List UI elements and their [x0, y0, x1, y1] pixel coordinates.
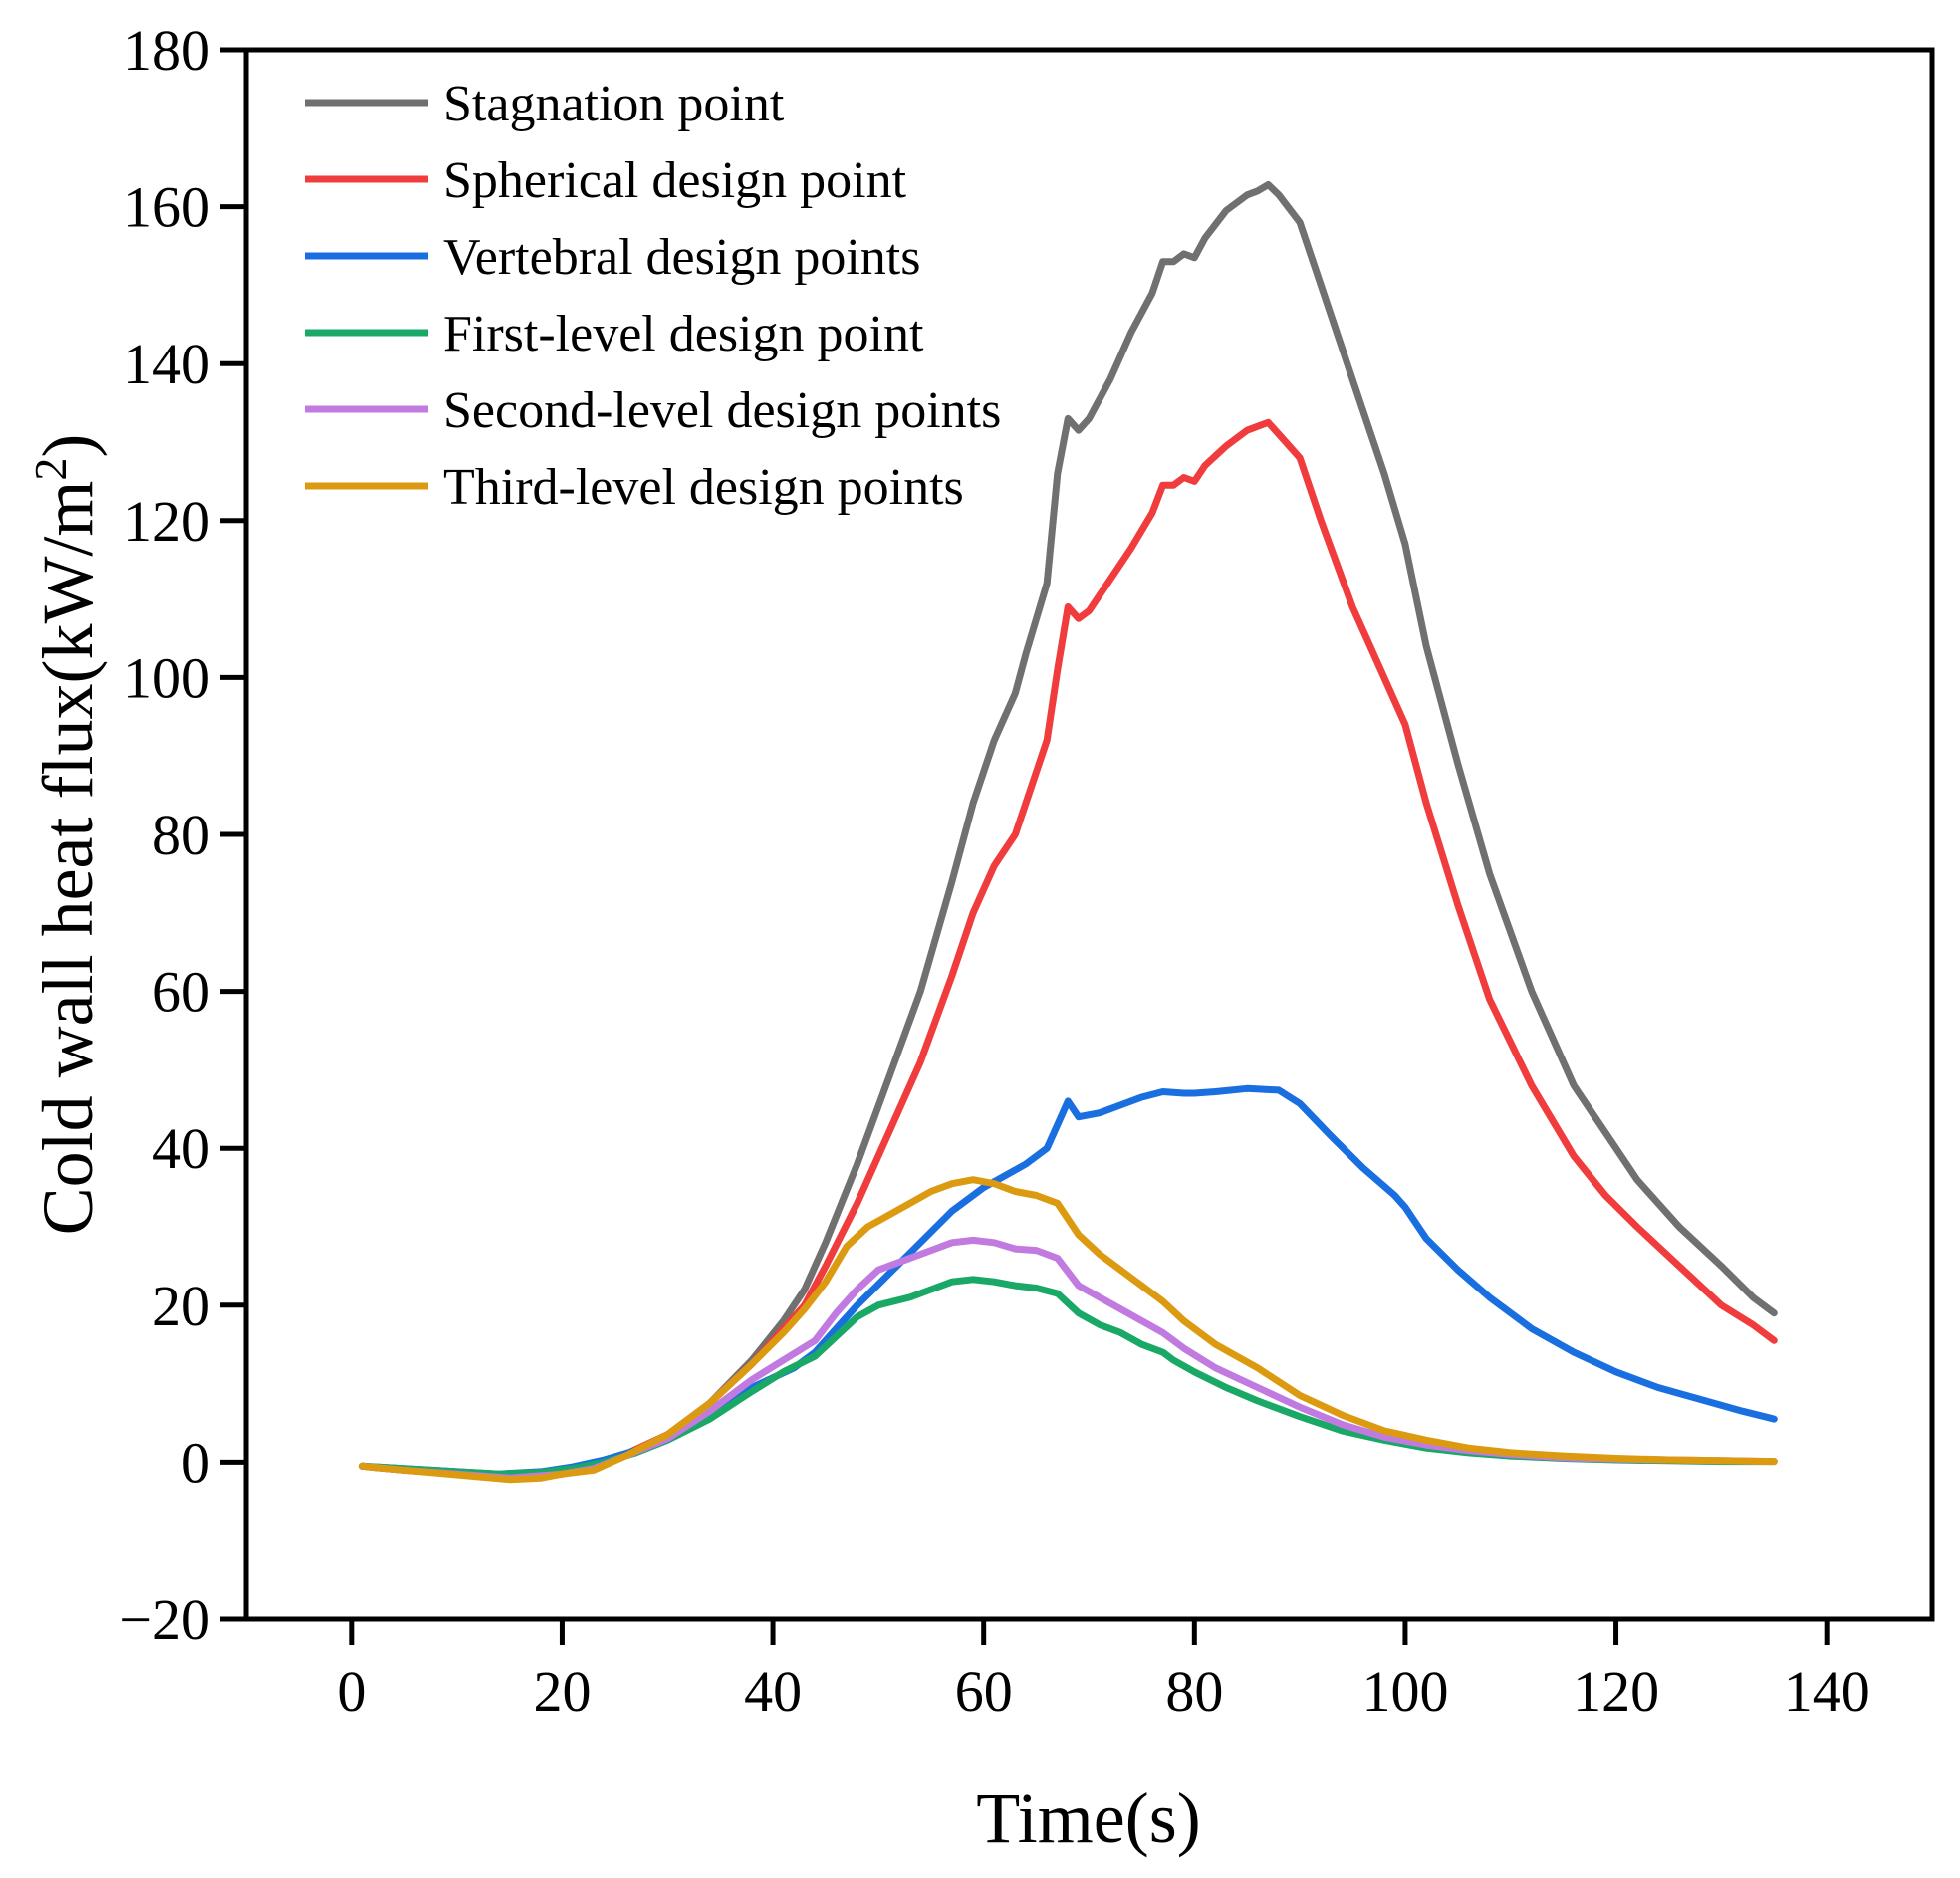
x-tick-label: 140: [1784, 1659, 1870, 1724]
legend-label: Vertebral design points: [443, 229, 920, 286]
series-line-6: [358, 1176, 1778, 1484]
y-tick-label: 20: [152, 1274, 210, 1338]
plot-frame: [243, 47, 1935, 1622]
y-tick-label: 80: [152, 803, 210, 867]
y-tick-label: 40: [152, 1116, 210, 1181]
x-tick-label: 80: [1165, 1659, 1223, 1724]
legend-label: Third-level design points: [443, 459, 964, 516]
x-axis-title: Time(s): [976, 1778, 1200, 1858]
y-tick-label: 140: [123, 332, 210, 396]
x-tick-label: 0: [337, 1659, 366, 1724]
y-tick-label: 120: [123, 489, 210, 554]
series-layer: [358, 181, 1778, 1484]
y-axis-title-superscript: 2: [25, 458, 76, 481]
x-tick-label: 100: [1361, 1659, 1448, 1724]
legend: Stagnation point Spherical design point Ve…: [305, 76, 1001, 516]
legend-label: First-level design point: [443, 306, 924, 362]
x-tick-label: 60: [955, 1659, 1013, 1724]
y-axis-title: Cold wall heat flux(kW/m2): [25, 434, 108, 1236]
legend-label: Second-level design points: [443, 382, 1001, 439]
x-tick-label: 120: [1573, 1659, 1659, 1724]
y-tick-label: 0: [181, 1430, 210, 1495]
legend-label: Stagnation point: [443, 76, 785, 132]
x-tick-label: 20: [533, 1659, 591, 1724]
y-tick-label: −20: [120, 1587, 210, 1652]
x-tick-label: 40: [744, 1659, 802, 1724]
y-axis-title-main: Cold wall heat flux(kW/m: [28, 481, 108, 1236]
y-tick-label: 180: [123, 18, 210, 83]
y-tick-label: 100: [123, 645, 210, 710]
tick-layer: 0 20 40 60 80 100 120 140 −20 0 20 40 60 80 100 120 140 1…: [120, 18, 1869, 1724]
legend-label: Spherical design point: [443, 152, 907, 209]
y-tick-label: 160: [123, 175, 210, 240]
y-axis-title-close: ): [28, 434, 108, 458]
y-tick-label: 60: [152, 960, 210, 1025]
